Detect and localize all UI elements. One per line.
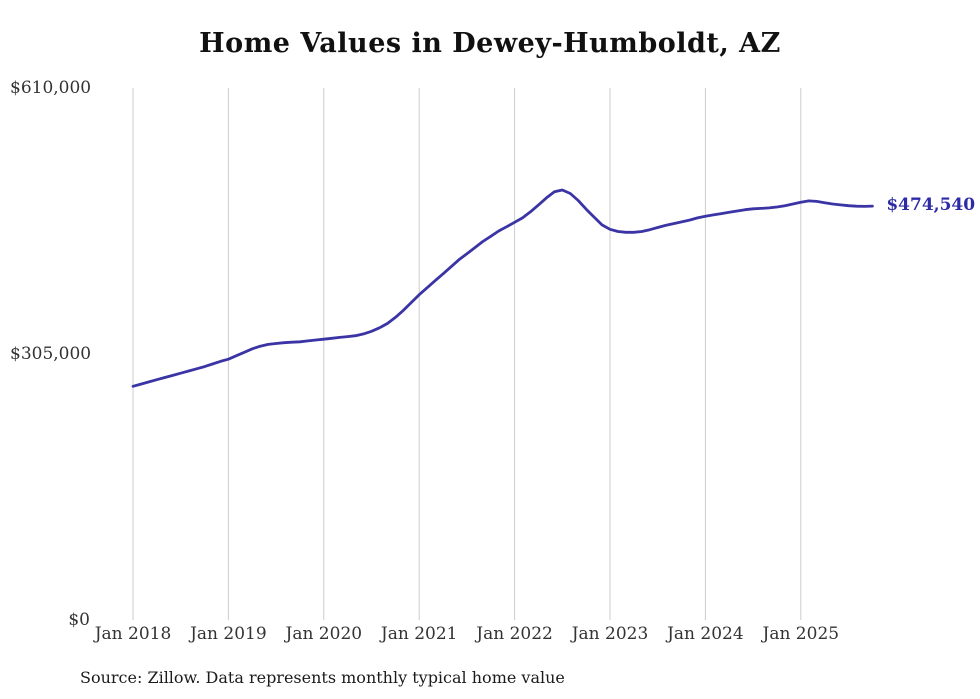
x-tick-label: Jan 2025 (762, 624, 840, 644)
x-tick-label: Jan 2021 (380, 624, 458, 644)
y-tick-label: $0 (68, 610, 90, 630)
y-tick-label: $610,000 (10, 78, 92, 98)
source-note: Source: Zillow. Data represents monthly … (80, 668, 565, 687)
x-tick-label: Jan 2023 (571, 624, 649, 644)
chart-title: Home Values in Dewey-Humboldt, AZ (199, 28, 781, 59)
current-value-label: $474,540 (886, 195, 976, 216)
x-tick-label: Jan 2019 (190, 624, 267, 644)
home-value-line (131, 188, 874, 388)
x-tick-label: Jan 2024 (667, 624, 744, 644)
x-tick-label: Jan 2020 (285, 624, 363, 644)
x-tick-label: Jan 2022 (476, 624, 553, 644)
x-tick-label: Jan 2018 (94, 624, 172, 644)
y-tick-label: $305,000 (10, 344, 92, 364)
gridlines (132, 88, 802, 620)
